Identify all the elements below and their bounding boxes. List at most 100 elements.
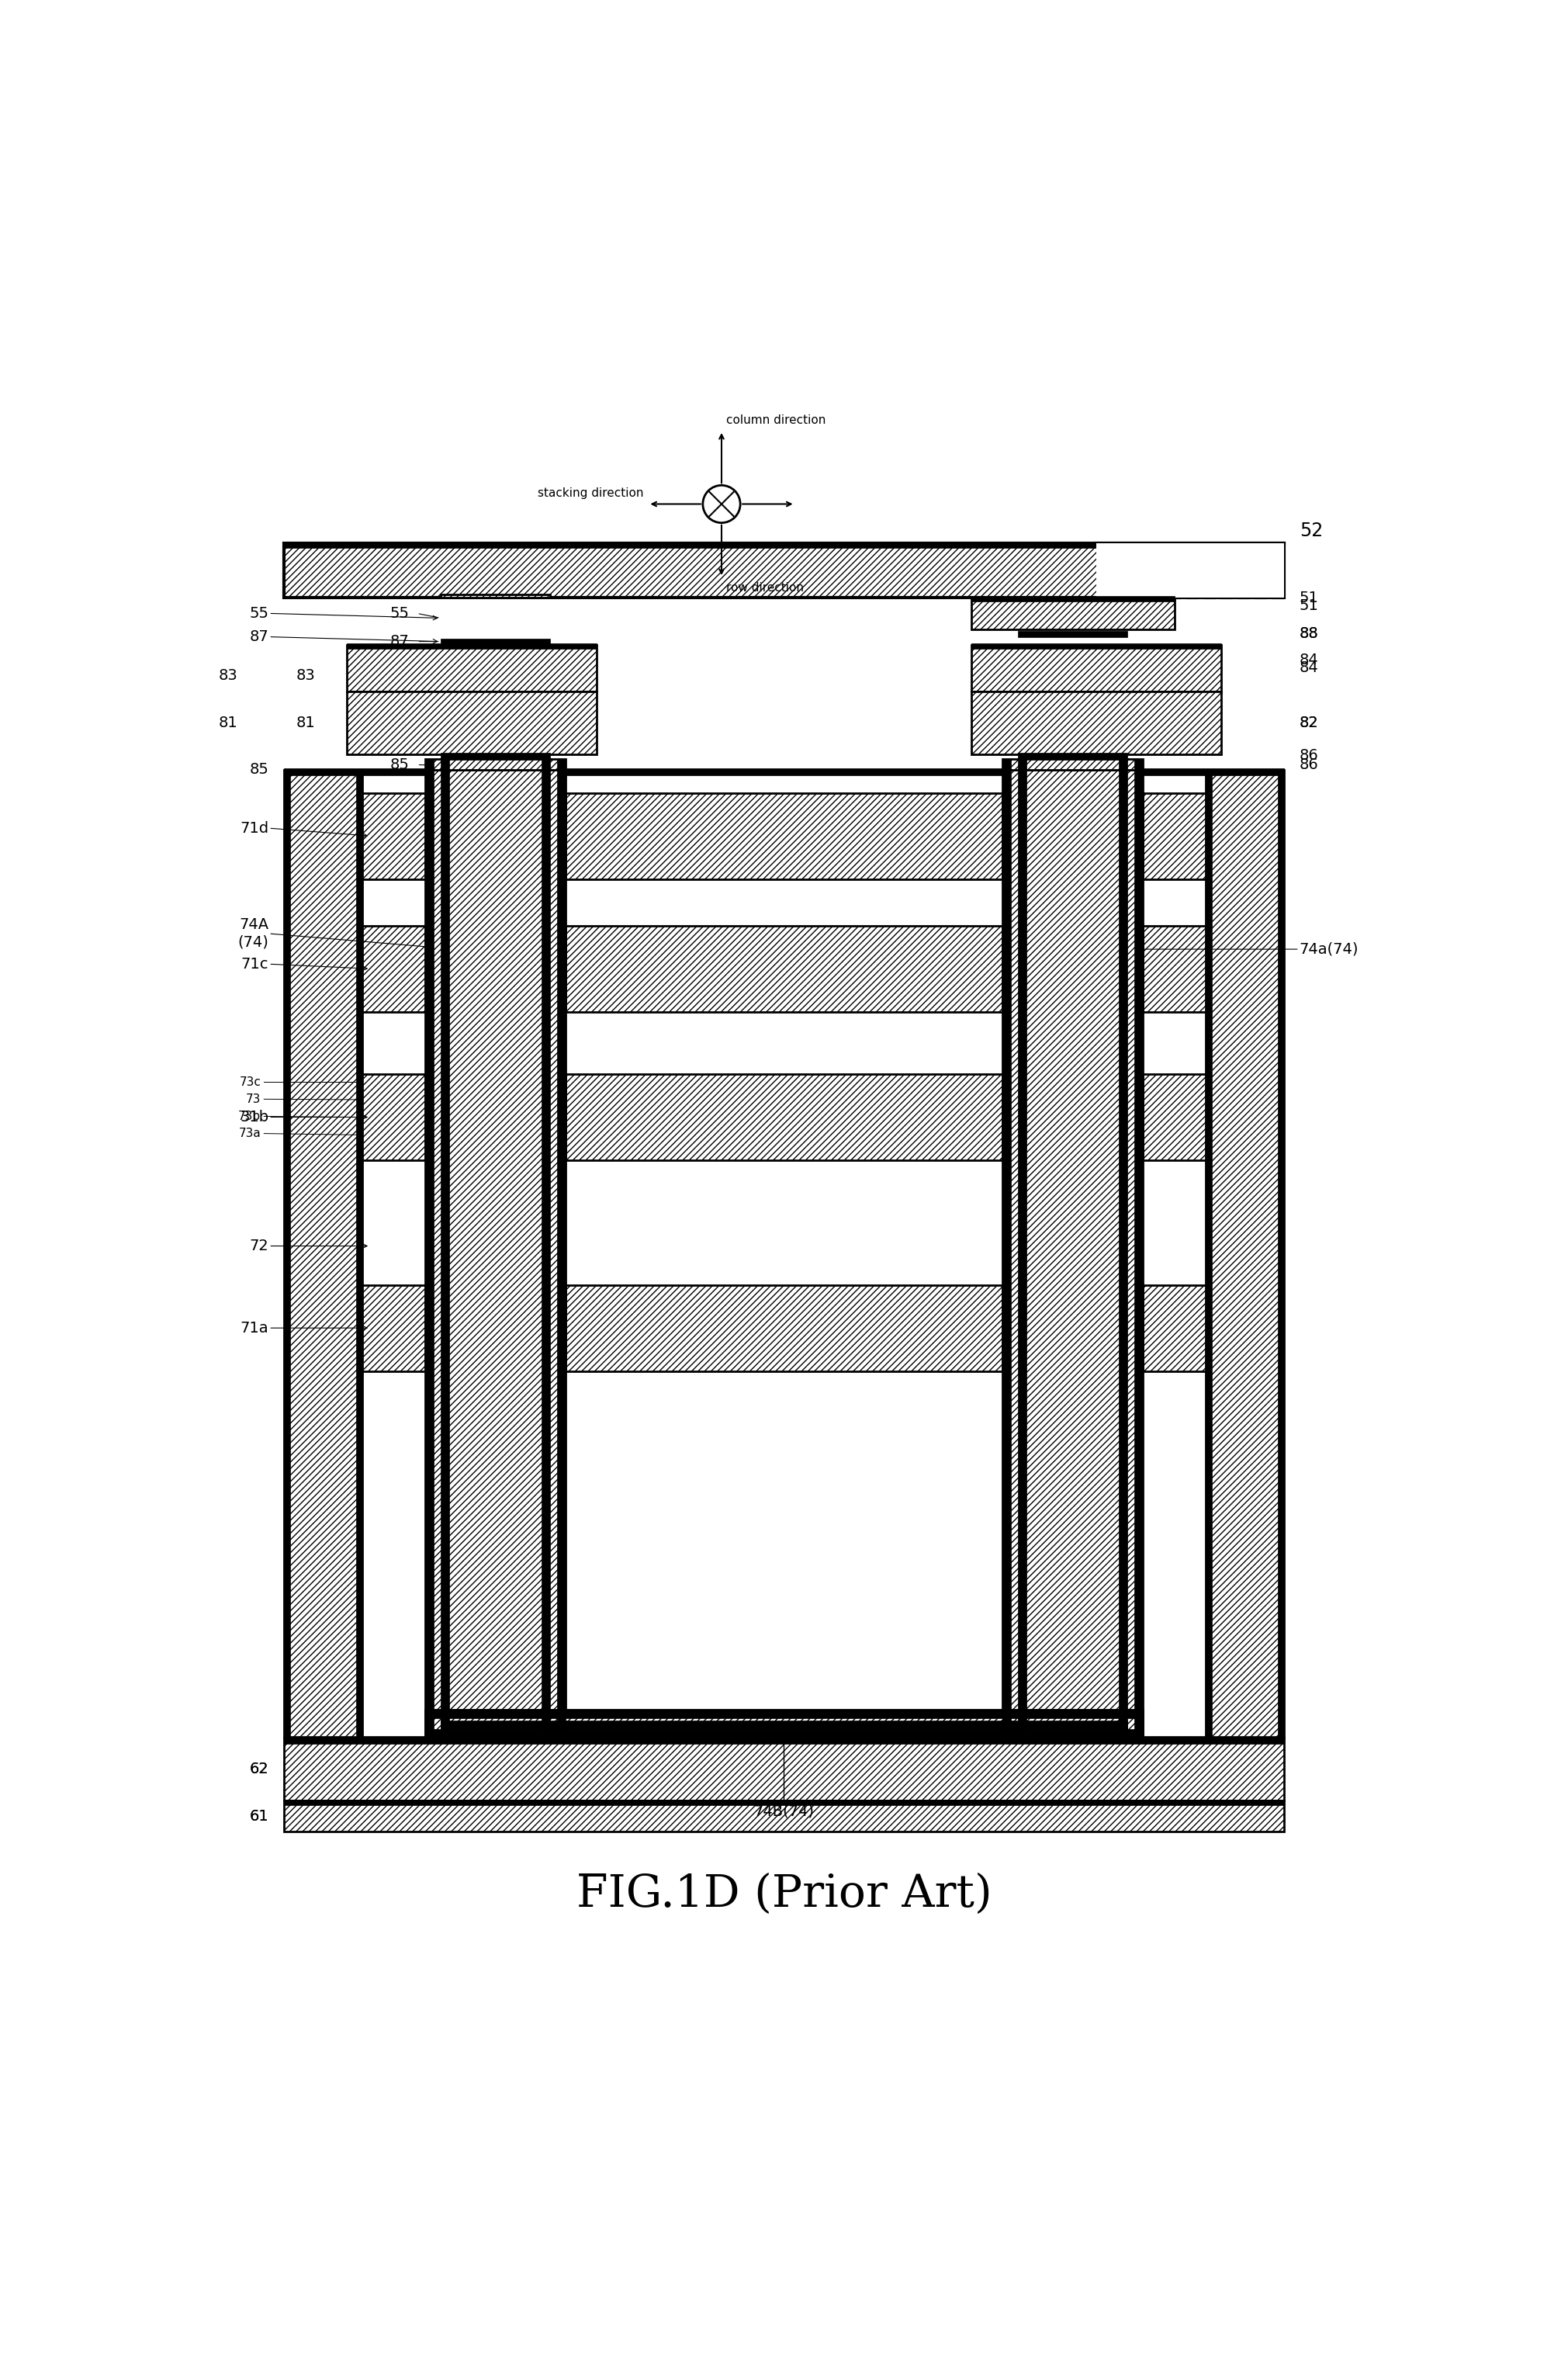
Bar [541,769,550,1737]
Bar [566,793,1002,878]
Text: 74a(74): 74a(74) [1300,942,1358,956]
Bar [362,1075,425,1160]
Text: 82: 82 [1300,715,1319,729]
Bar [1206,769,1212,1737]
Bar [1018,753,1127,760]
Bar [1143,793,1206,878]
Bar [425,1709,1143,1718]
Text: 62: 62 [249,1761,268,1778]
Bar [425,760,566,769]
Bar [972,599,1174,630]
Text: 85: 85 [390,757,409,772]
Text: 83: 83 [296,667,315,684]
Text: row direction: row direction [726,582,804,594]
Bar [1143,1285,1206,1370]
Bar [347,644,596,691]
Bar [284,1801,1284,1832]
Bar [284,769,290,1737]
Text: 82: 82 [1300,715,1319,729]
Text: 87: 87 [390,634,409,649]
Bar [1135,769,1143,1737]
Text: 61: 61 [249,1808,268,1823]
Text: 71a: 71a [240,1321,268,1335]
Bar [441,760,550,769]
Bar [362,925,425,1011]
Text: 52: 52 [1300,521,1323,540]
Text: 88: 88 [1300,627,1319,641]
Bar [1135,760,1143,769]
Bar [362,1285,425,1370]
Text: stacking direction: stacking direction [538,488,643,499]
Bar [1002,769,1143,1737]
Bar [972,644,1221,649]
Bar [441,1721,1127,1730]
Bar [1120,760,1127,769]
Text: 85: 85 [249,762,268,776]
Bar [284,1737,1284,1744]
Bar [425,1709,1143,1737]
Text: 74A
(74): 74A (74) [238,918,268,949]
Bar [1096,542,1284,599]
Text: 73c: 73c [240,1077,260,1089]
Bar [284,769,362,1737]
Bar [557,769,566,1737]
Bar [356,769,362,1737]
Bar [441,760,448,769]
Text: 51: 51 [1300,599,1319,613]
Bar [566,1075,1002,1160]
Text: 71d: 71d [240,821,268,836]
Bar [284,767,1284,774]
Bar [347,644,596,649]
Bar [566,925,1002,1011]
Bar [347,691,596,755]
Bar [425,769,566,1737]
Bar [1018,630,1127,637]
Bar [1018,760,1027,769]
Text: 83: 83 [218,667,237,684]
Bar [284,542,1284,599]
Bar [566,1285,1002,1370]
Bar [284,1737,1284,1801]
Text: 72: 72 [249,1238,268,1255]
Bar [1206,769,1284,1737]
Bar [362,793,425,878]
Text: 81: 81 [296,715,315,729]
Text: 61: 61 [249,1808,268,1823]
Text: 86: 86 [1300,757,1319,772]
Bar [1278,769,1284,1737]
Text: 73b: 73b [238,1110,260,1122]
Bar [284,542,1284,547]
Bar [284,1799,1284,1806]
Text: 55: 55 [249,606,268,620]
Text: 88: 88 [1300,627,1319,641]
Bar [1002,760,1011,769]
Bar [557,760,566,769]
Text: 51: 51 [1300,589,1319,606]
Bar [1002,760,1143,769]
Text: 55: 55 [390,606,409,620]
Text: 74B(74): 74B(74) [754,1804,814,1818]
Text: 31b: 31b [240,1110,268,1124]
Bar [1002,769,1011,1737]
Text: 84: 84 [1300,660,1319,675]
Bar [1143,925,1206,1011]
Bar [1143,1075,1206,1160]
Bar [1018,760,1127,769]
Text: 71c: 71c [241,956,268,970]
Bar [972,596,1174,601]
Text: column direction: column direction [726,414,826,426]
Text: 87: 87 [249,630,268,644]
Text: FIG.1D (Prior Art): FIG.1D (Prior Art) [575,1872,993,1915]
Bar [441,753,550,760]
Bar [441,594,550,599]
Bar [441,639,550,644]
Text: 73: 73 [246,1094,260,1105]
Text: 73a: 73a [238,1127,260,1139]
Text: 81: 81 [218,715,237,729]
Text: 84: 84 [1300,653,1319,667]
Bar [441,769,448,1737]
Bar [425,1730,1143,1737]
Bar [972,644,1221,691]
Bar [425,760,433,769]
Text: 62: 62 [249,1761,268,1778]
